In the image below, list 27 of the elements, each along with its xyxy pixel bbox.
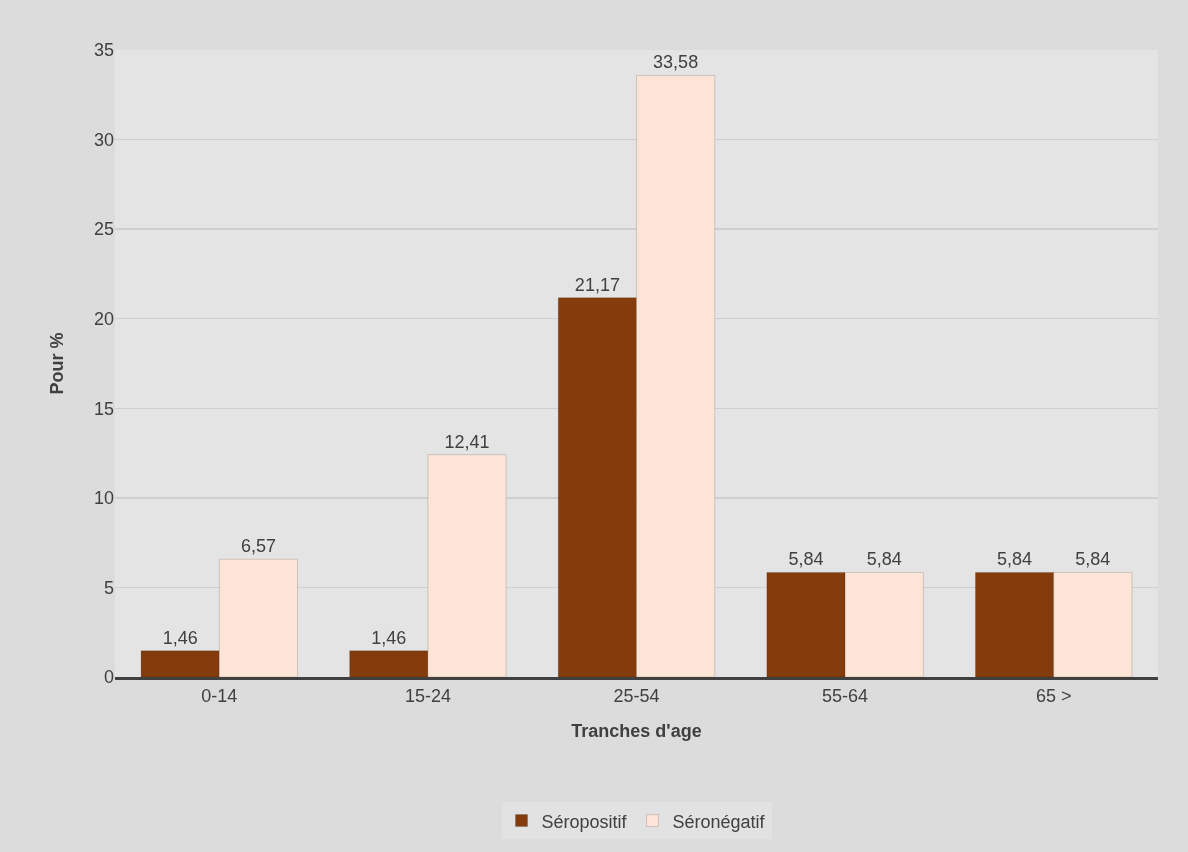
data-label: 5,84 <box>788 549 824 570</box>
data-label: 12,41 <box>444 431 490 452</box>
data-label: 33,58 <box>653 52 699 73</box>
data-label: 21,17 <box>574 274 620 295</box>
y-tick-label: 0 <box>103 667 114 688</box>
y-tick-label: 15 <box>93 398 114 419</box>
x-axis-title: Tranches d'age <box>571 720 702 741</box>
y-axis-title: Pour % <box>47 332 68 395</box>
x-tick-label: 65 > <box>1035 685 1072 706</box>
legend-label: Séropositif <box>541 811 628 832</box>
legend-label: Séronégatif <box>672 811 766 832</box>
y-tick-label: 20 <box>93 309 114 330</box>
data-label: 5,84 <box>997 549 1033 570</box>
x-tick-label: 25-54 <box>613 685 660 706</box>
data-label: 1,46 <box>371 627 407 648</box>
x-tick-label: 55-64 <box>822 685 869 706</box>
data-label: 1,46 <box>162 627 198 648</box>
x-tick-label: 0-14 <box>201 685 238 706</box>
y-tick-label: 30 <box>93 129 114 150</box>
data-label: 5,84 <box>1075 549 1111 570</box>
y-tick-label: 25 <box>93 219 114 240</box>
y-tick-label: 10 <box>93 488 114 509</box>
data-label: 5,84 <box>866 549 902 570</box>
data-label: 6,57 <box>240 536 276 557</box>
y-tick-label: 35 <box>93 40 114 61</box>
x-tick-label: 15-24 <box>404 685 451 706</box>
y-tick-label: 5 <box>103 577 114 598</box>
